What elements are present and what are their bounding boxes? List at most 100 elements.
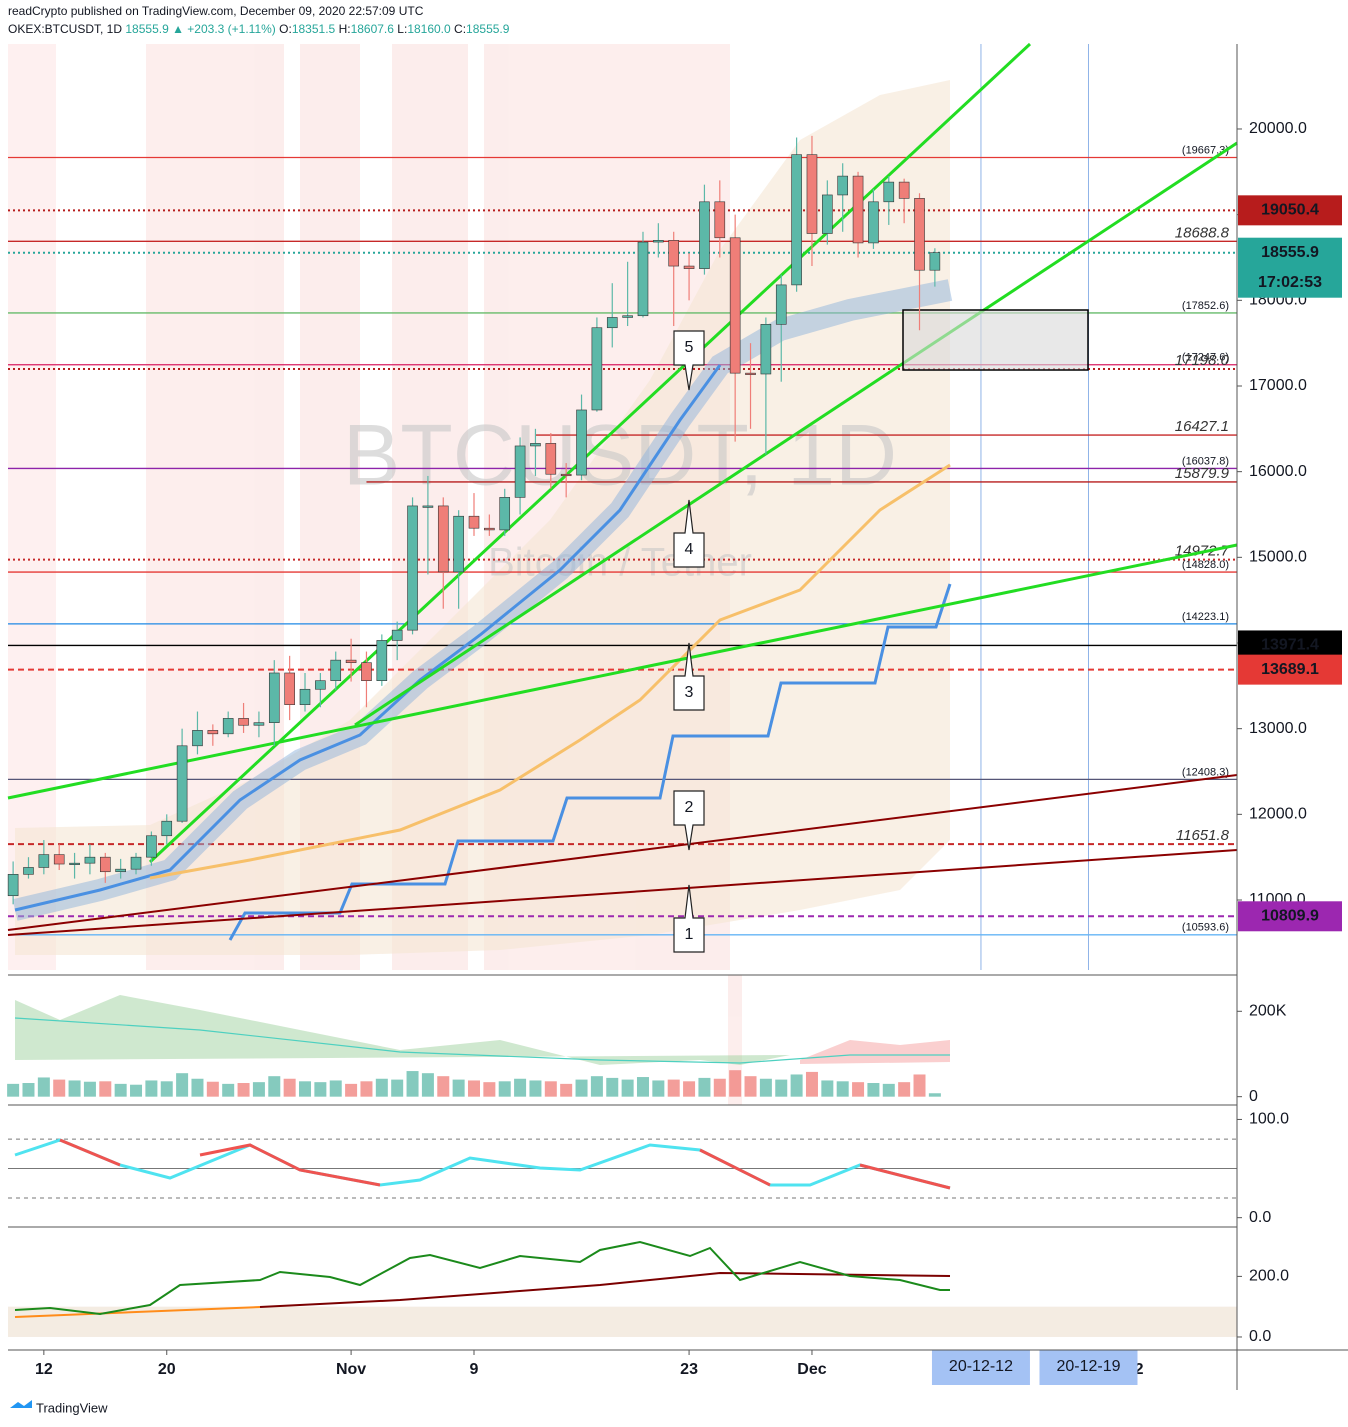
level-label: (19667.3) [1182,144,1229,156]
logo [10,1400,32,1408]
price-badge [1238,654,1342,685]
candle-body [176,745,188,822]
candle-body [591,327,603,411]
level-label: 11651.8 [1176,827,1230,844]
y-tick-label: 0 [1249,1088,1258,1105]
candle-body [391,629,403,641]
trendline [148,42,1032,864]
o: 18351.5 [292,22,336,36]
c: 18555.9 [466,22,510,36]
date-badge [931,1350,1030,1385]
candle-body [484,527,495,531]
x-tick-label: 12 [35,1361,53,1378]
step-line [228,583,952,941]
volume-bar [805,1071,818,1097]
wave-callout [673,884,705,953]
stoch-line [14,1138,951,1190]
price-badge-label: 13971.4 [1261,637,1319,654]
trendline [7,543,1238,800]
candle-body [637,241,649,317]
volume-bar [882,1083,895,1097]
y-tick-label: 17000.0 [1249,377,1307,394]
candle-body [161,820,173,837]
volume-bar [130,1084,143,1097]
y-tick-label: 13000.0 [1249,720,1307,737]
wave-label: 4 [685,541,694,558]
stoch-line [199,1143,381,1187]
volume-bar [560,1083,573,1097]
grid-layer: 11000.012000.013000.014000.015000.016000… [8,44,1307,1337]
level-label: 16427.1 [1175,418,1229,435]
candle-body [207,730,219,735]
y-tick-label: 15000.0 [1249,549,1307,566]
volume-bar [391,1079,404,1097]
volume-bar [160,1081,173,1097]
h: 18607.6 [351,22,395,36]
candle-body [530,443,541,447]
level-label: (14828.0) [1182,559,1229,571]
volume-bar [544,1081,557,1097]
candle-body [560,473,572,477]
candle-body [284,672,295,705]
x-tick-label: 9 [470,1361,479,1378]
volume-bar [145,1080,158,1097]
level-label: (10593.6) [1182,922,1229,934]
candle-body [791,154,802,286]
candle-body [376,640,388,681]
candle-body [714,201,726,239]
change: 18555.9 ▲ +203.3 (+1.11%) [125,22,275,36]
watermark-subtitle: Bitcoin / Tether [488,541,752,585]
volume-bar [590,1076,603,1097]
volume-bar [22,1083,35,1097]
trendline [7,849,1238,936]
candle-body [806,154,818,234]
candle-body [84,856,96,864]
candle-body [822,194,833,234]
volume-bar [99,1081,112,1097]
date-badge-label: 20-12-12 [949,1358,1013,1375]
volume-bar [252,1082,265,1097]
stoch-line [699,1148,771,1187]
countdown: 17:02:53 [1258,274,1322,291]
volume-bar [652,1080,665,1097]
wave-callout [673,642,705,711]
candle-body [7,874,19,897]
candle-body [699,201,710,269]
ohlc-line: OKEX:BTCUSDT, 1D 18555.9 ▲ +203.3 (+1.11… [8,22,510,36]
volume-bar [636,1077,649,1097]
candle-body [38,854,50,868]
volume-bar [237,1083,250,1097]
volume-bar [790,1074,803,1097]
volume-bar [606,1077,619,1097]
volume-bar [836,1081,849,1097]
level-label: (16037.8) [1182,455,1229,467]
trendline [354,141,1238,727]
volume-bar [360,1081,373,1097]
candle-body [330,659,342,681]
y-tick-label: 0.0 [1249,1328,1271,1345]
volume-bar [283,1078,296,1097]
candle-body [914,198,925,271]
volume-bar [898,1082,911,1097]
c-label: C: [454,22,466,36]
volume-bar [176,1073,189,1097]
orange-line [14,1306,261,1318]
ema-line [14,364,722,912]
candle-body [361,662,372,681]
candle-body [760,324,772,375]
y-tick-label: 0.0 [1249,1209,1271,1226]
wave-callout [673,499,705,568]
candle-body [929,252,941,271]
level-label: (17852.6) [1182,300,1229,312]
volume-bar [191,1078,204,1097]
y-tick-label: 200.0 [1249,1268,1289,1285]
zone-box [902,309,1089,371]
trendline [7,774,1238,931]
candle-body [253,722,265,726]
volume-bar [452,1079,465,1097]
volume-bar [713,1078,726,1097]
x-tick-label: 2 [1135,1361,1144,1378]
candle-body [883,181,895,203]
stoch-line [59,1138,121,1167]
price-badge [1238,901,1342,932]
